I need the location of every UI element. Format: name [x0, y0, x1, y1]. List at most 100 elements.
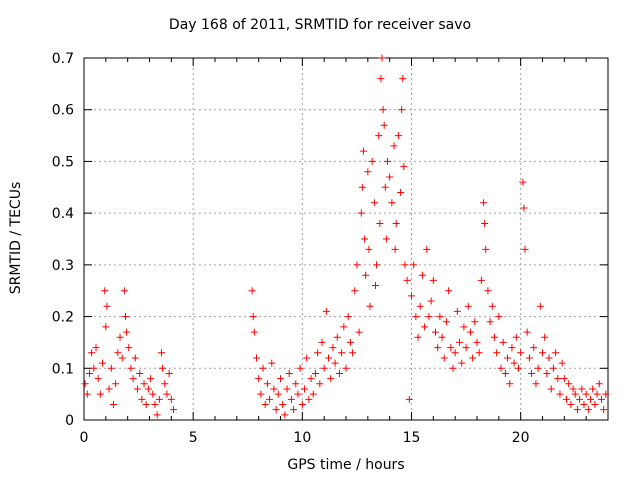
data-point: [458, 359, 466, 367]
y-tick-label: 0.2: [52, 310, 74, 326]
data-point: [346, 338, 354, 346]
data-point: [309, 390, 317, 398]
data-point: [294, 390, 302, 398]
data-point: [416, 302, 424, 310]
data-point: [410, 261, 418, 269]
y-tick-label: 0.3: [52, 258, 74, 274]
data-point: [353, 261, 361, 269]
data-point: [131, 354, 139, 362]
data-point: [292, 380, 300, 388]
data-point: [102, 323, 110, 331]
data-point: [281, 411, 289, 419]
data-point: [121, 313, 129, 321]
data-point: [320, 364, 328, 372]
data-point: [508, 344, 516, 352]
data-point: [580, 400, 588, 408]
data-point: [525, 354, 533, 362]
y-tick-label: 0.5: [52, 154, 74, 170]
data-point: [602, 390, 610, 398]
data-point: [530, 344, 538, 352]
data-point: [398, 106, 406, 114]
data-point: [338, 349, 346, 357]
data-point: [469, 354, 477, 362]
data-point: [539, 349, 546, 357]
data-point: [460, 323, 468, 331]
data-point: [519, 178, 527, 186]
data-point: [92, 344, 100, 352]
data-point: [90, 364, 98, 372]
data-point: [440, 354, 448, 362]
data-point: [147, 375, 155, 383]
data-point: [103, 302, 111, 310]
y-tick-label: 0.7: [52, 51, 74, 67]
data-point: [399, 75, 407, 83]
data-point: [475, 349, 483, 357]
data-point: [248, 287, 256, 295]
data-point: [490, 333, 498, 341]
data-point: [549, 364, 557, 372]
x-axis-label: GPS time / hours: [287, 457, 405, 473]
data-point: [263, 380, 271, 388]
data-point: [591, 400, 599, 408]
data-point: [427, 297, 435, 305]
data-point: [600, 406, 608, 414]
data-point: [506, 380, 514, 388]
data-point: [571, 390, 579, 398]
data-point: [314, 349, 322, 357]
data-point: [158, 349, 166, 357]
data-point: [159, 364, 167, 372]
data-point: [504, 354, 512, 362]
data-point: [556, 390, 564, 398]
data-point: [109, 400, 117, 408]
data-point: [359, 147, 367, 155]
data-point: [471, 318, 479, 326]
data-point: [140, 380, 148, 388]
data-point: [578, 385, 586, 393]
data-point: [351, 287, 359, 295]
data-point: [149, 390, 157, 398]
data-point: [376, 219, 384, 227]
data-point: [357, 209, 365, 217]
data-point: [290, 406, 298, 414]
data-point: [497, 364, 505, 372]
data-point: [520, 204, 528, 212]
data-point: [370, 199, 378, 207]
data-point: [523, 328, 531, 336]
data-point: [325, 354, 333, 362]
data-point: [445, 287, 453, 295]
data-point: [421, 323, 429, 331]
data-point: [96, 390, 104, 398]
data-point: [495, 313, 503, 321]
data-point: [355, 328, 363, 336]
data-point: [167, 395, 175, 403]
data-point: [584, 406, 592, 414]
data-point: [316, 380, 324, 388]
data-point: [565, 380, 573, 388]
data-point: [488, 302, 496, 310]
data-point: [547, 385, 555, 393]
data-point: [305, 395, 313, 403]
data-point: [397, 188, 405, 196]
data-point: [401, 261, 409, 269]
data-point: [368, 157, 376, 165]
data-point: [482, 245, 490, 253]
data-point: [392, 219, 400, 227]
data-point: [268, 359, 276, 367]
data-point: [349, 349, 357, 357]
data-point: [382, 235, 390, 243]
data-point: [477, 276, 485, 284]
data-point: [386, 173, 394, 181]
data-point: [545, 354, 553, 362]
y-tick-label: 0.1: [52, 361, 74, 377]
data-point: [129, 375, 137, 383]
data-point: [165, 369, 173, 377]
data-point: [378, 54, 386, 62]
y-tick-label: 0.4: [52, 206, 74, 222]
data-point: [366, 302, 374, 310]
data-point: [116, 333, 124, 341]
data-point: [270, 385, 278, 393]
data-point: [423, 245, 431, 253]
data-point: [249, 313, 257, 321]
data-point: [408, 292, 415, 300]
data-point: [307, 375, 315, 383]
